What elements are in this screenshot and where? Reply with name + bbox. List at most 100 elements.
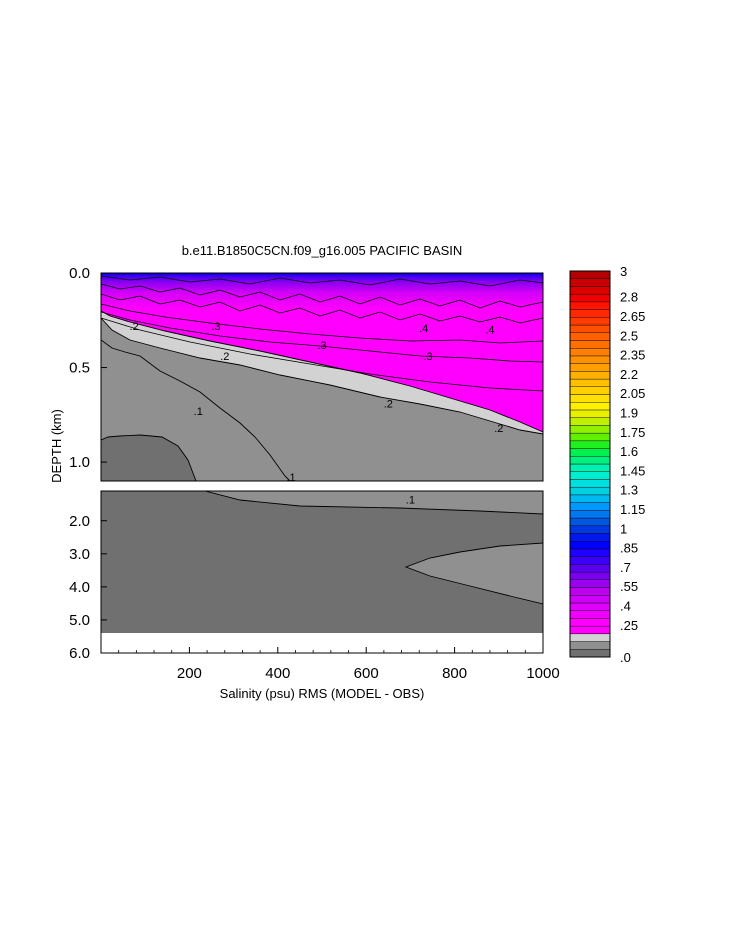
colorbar-swatch — [569, 541, 611, 550]
y-tick-label: 2.0 — [69, 513, 90, 530]
colorbar-swatch — [569, 440, 611, 449]
colorbar-label: 2.35 — [620, 348, 645, 363]
colorbar-label: 1.9 — [620, 406, 638, 421]
contour-line — [101, 310, 543, 433]
contour-line — [404, 542, 543, 605]
colorbar-swatch — [569, 317, 611, 326]
colorbar-label: 2.05 — [620, 386, 645, 401]
colorbar-swatch — [569, 633, 611, 642]
y-tick-label: 4.0 — [69, 579, 90, 596]
contour-line — [101, 434, 197, 481]
colorbar-swatch — [569, 409, 611, 418]
colorbar-swatch — [569, 456, 611, 465]
y-tick-label: 0.5 — [69, 360, 90, 377]
contour-label: .3 — [317, 340, 326, 352]
colorbar-swatch — [569, 564, 611, 573]
y-tick-label: 0.0 — [69, 265, 90, 282]
x-tick-label: 200 — [177, 665, 202, 682]
colorbar-label: 2.5 — [620, 328, 638, 343]
x-tick-label: 1000 — [526, 665, 559, 682]
region-0.1-0.2 — [406, 543, 543, 604]
region-0.1-0.2 — [205, 491, 543, 514]
contour-label: .2 — [220, 351, 229, 363]
colorbar-label: 1.75 — [620, 425, 645, 440]
contour-line — [101, 283, 543, 309]
x-axis-label: Salinity (psu) RMS (MODEL - OBS) — [220, 686, 425, 701]
contour-line — [204, 491, 543, 515]
colorbar-label: .7 — [620, 560, 631, 575]
colorbar-label: 2.8 — [620, 290, 638, 305]
colorbar-swatch — [569, 286, 611, 295]
colorbar-swatch — [569, 402, 611, 411]
contour-label: .2 — [130, 321, 139, 333]
colorbar-label: 1.6 — [620, 444, 638, 459]
colorbar-label: 1 — [620, 521, 627, 536]
colorbar-swatch — [569, 595, 611, 604]
colorbar-swatch — [569, 587, 611, 596]
x-tick-label: 800 — [442, 665, 467, 682]
x-tick-label: 400 — [265, 665, 290, 682]
colorbar-swatch — [569, 525, 611, 534]
no-data-bottom — [101, 633, 543, 653]
colorbar-swatch — [569, 649, 611, 658]
colorbar-label: 2.65 — [620, 309, 645, 324]
colorbar-label: .55 — [620, 579, 638, 594]
contour-line — [101, 339, 291, 481]
colorbar-label: 1.15 — [620, 502, 645, 517]
upper-plot-frame — [100, 272, 544, 482]
colorbar-swatch — [569, 556, 611, 565]
lower-contour-labels: .1 — [406, 494, 415, 506]
contour-label: .4 — [419, 323, 428, 335]
colorbar-swatch — [569, 324, 611, 333]
lower-panel — [101, 491, 543, 653]
contour-line — [101, 293, 543, 324]
colorbar-swatch — [569, 348, 611, 357]
lower-plot-frame — [100, 490, 544, 654]
colorbar-swatch — [569, 340, 611, 349]
colorbar-swatch — [569, 270, 611, 279]
contour-label: .2 — [384, 398, 393, 410]
contour-label: .3 — [211, 321, 220, 333]
y-tick-label: 6.0 — [69, 645, 90, 662]
colorbar-swatch — [569, 571, 611, 581]
colorbar-frame — [569, 270, 611, 658]
colorbar-label: .85 — [620, 541, 638, 556]
colorbar-swatch — [569, 625, 611, 635]
colorbar-label: 1.3 — [620, 483, 638, 498]
colorbar-swatch — [569, 517, 611, 526]
colorbar-swatch — [569, 448, 611, 457]
upper-contour-labels: .2 .3 .4 .4 .3 .3 .2 .2 .2 .1 .1 — [130, 321, 504, 484]
colorbar-swatch — [569, 533, 611, 542]
x-tick-label: 600 — [354, 665, 379, 682]
colorbar-label: .0 — [620, 650, 631, 665]
colorbar-swatch — [569, 579, 611, 588]
colorbar-swatch — [569, 425, 611, 434]
colorbar-swatch — [569, 278, 611, 287]
colorbar-swatch — [569, 432, 611, 442]
colorbar-swatch — [569, 293, 611, 303]
colorbar-swatch — [569, 378, 611, 387]
colorbar-swatch — [569, 618, 611, 627]
contour-label: .1 — [194, 406, 203, 418]
colorbar-swatch — [569, 502, 611, 511]
colorbar-swatch — [569, 332, 611, 341]
colorbar-swatch — [569, 494, 611, 503]
colorbar-label: .4 — [620, 599, 631, 614]
contour-label: .1 — [286, 472, 295, 484]
y-tick-label: 1.0 — [69, 454, 90, 471]
y-tick-label: 5.0 — [69, 612, 90, 629]
colorbar-swatch — [569, 548, 611, 557]
axes: 200 400 600 800 1000 0.0 0.5 1.0 2.0 3.0 4.0 5.0 6.0 — [69, 265, 560, 682]
colorbar-swatch — [569, 301, 611, 310]
colorbar-swatch — [569, 355, 611, 364]
colorbar-label: 1.45 — [620, 463, 645, 478]
chart-title: b.e11.B1850C5CN.f09_g16.005 PACIFIC BASI… — [182, 243, 463, 258]
colorbar-swatch — [569, 394, 611, 403]
contour-label: .4 — [485, 325, 494, 337]
contour-line — [101, 275, 543, 287]
colorbar-swatch — [569, 602, 611, 611]
contour-label: .3 — [423, 351, 432, 363]
colorbar-swatch — [569, 486, 611, 496]
contour-label: .2 — [494, 423, 503, 435]
